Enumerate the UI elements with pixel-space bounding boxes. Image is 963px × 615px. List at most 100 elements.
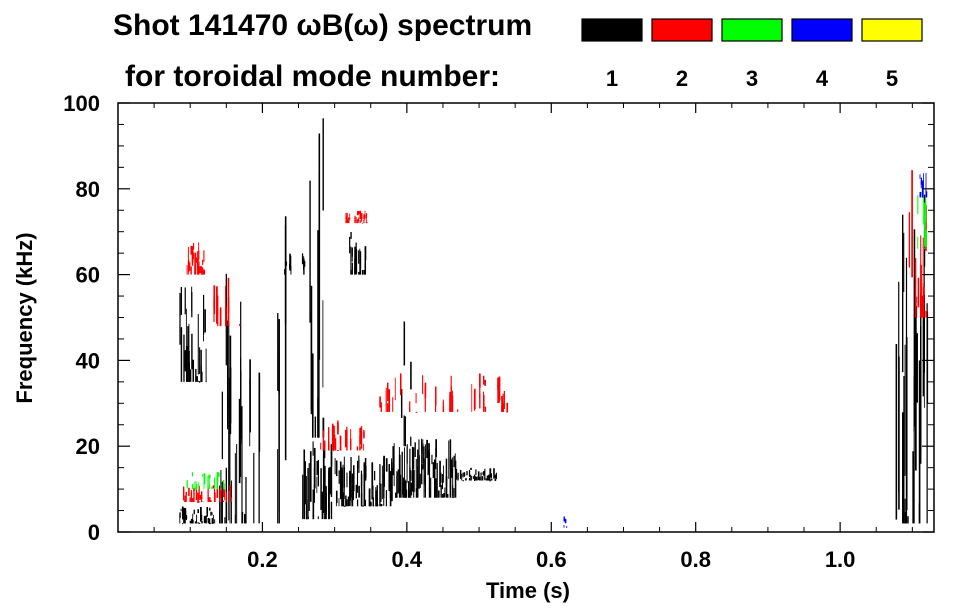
y-tick-label: 100 bbox=[63, 91, 100, 116]
spectral-streak bbox=[187, 260, 190, 272]
spectral-streak bbox=[342, 492, 345, 507]
spectral-streak bbox=[198, 522, 201, 524]
spectral-streak bbox=[337, 422, 339, 435]
spectral-streak bbox=[285, 254, 287, 269]
spectral-streak bbox=[385, 490, 387, 507]
spectral-streak bbox=[208, 474, 211, 479]
spectral-streak bbox=[923, 196, 925, 198]
spectral-streak bbox=[470, 474, 472, 478]
spectral-streak bbox=[181, 506, 184, 515]
spectral-streak bbox=[335, 490, 338, 504]
spectral-streak bbox=[470, 475, 472, 481]
x-tick-label: 0.4 bbox=[392, 547, 423, 572]
legend-swatch-mode-5 bbox=[861, 18, 923, 42]
spectral-streak bbox=[324, 465, 326, 520]
spectral-streak bbox=[484, 473, 486, 480]
spectral-streak bbox=[468, 470, 471, 477]
spectral-streak bbox=[379, 464, 381, 485]
spectral-streak bbox=[349, 493, 351, 507]
mode-2-region bbox=[908, 170, 928, 318]
spectral-streak bbox=[317, 230, 319, 438]
spectral-streak bbox=[197, 509, 199, 514]
spectral-streak bbox=[312, 512, 314, 520]
spectral-streak bbox=[435, 448, 437, 470]
spectral-streak bbox=[385, 458, 388, 472]
spectral-streak bbox=[194, 264, 196, 275]
spectral-streak bbox=[348, 217, 350, 224]
y-tick-label: 60 bbox=[76, 263, 100, 288]
spectral-streak bbox=[408, 481, 410, 498]
spectral-streak bbox=[450, 386, 452, 412]
spectral-streak bbox=[490, 473, 492, 479]
spectral-streak bbox=[489, 477, 491, 481]
spectral-streak bbox=[239, 323, 241, 327]
spectral-streak bbox=[206, 507, 208, 517]
spectral-streak bbox=[195, 368, 197, 382]
spectral-streak bbox=[309, 180, 311, 323]
spectral-streak bbox=[301, 253, 304, 262]
spectral-streak bbox=[339, 461, 342, 500]
spectral-streak bbox=[333, 450, 335, 452]
spectral-streak bbox=[435, 439, 437, 458]
spectral-streak bbox=[304, 260, 306, 267]
spectral-streak bbox=[409, 401, 411, 412]
mode-2-region bbox=[186, 242, 206, 275]
spectral-streak bbox=[346, 429, 348, 451]
spectral-streak bbox=[328, 427, 330, 451]
spectral-streak bbox=[410, 361, 412, 390]
spectral-streak bbox=[333, 444, 335, 451]
spectral-streak bbox=[329, 466, 331, 495]
spectral-streak bbox=[408, 492, 410, 498]
spectral-streak bbox=[181, 523, 183, 525]
spectral-streak bbox=[483, 471, 485, 476]
spectral-streak bbox=[393, 443, 395, 487]
spectral-streak bbox=[503, 391, 505, 410]
spectral-streak bbox=[406, 447, 408, 482]
spectral-streak bbox=[484, 468, 486, 474]
spectral-streak bbox=[370, 501, 372, 507]
spectral-streak bbox=[213, 285, 216, 314]
spectral-streak bbox=[506, 402, 509, 412]
mode-1-region bbox=[457, 467, 497, 482]
spectral-streak bbox=[205, 348, 207, 382]
spectral-streak bbox=[479, 477, 481, 481]
spectral-streak bbox=[317, 516, 319, 520]
spectral-streak bbox=[411, 446, 414, 492]
spectral-streak bbox=[449, 391, 451, 412]
spectral-streak bbox=[184, 287, 186, 315]
spectral-streak bbox=[380, 483, 382, 502]
spectral-streak bbox=[191, 246, 194, 266]
spectral-streak bbox=[199, 347, 201, 374]
spectral-streak bbox=[207, 487, 209, 498]
x-axis-label: Time (s) bbox=[486, 578, 570, 603]
spectral-streak bbox=[339, 435, 341, 445]
spectral-streak bbox=[415, 488, 418, 498]
spectral-streak bbox=[238, 398, 241, 484]
spectral-streak bbox=[318, 404, 320, 438]
spectral-streak bbox=[241, 406, 243, 524]
spectral-streak bbox=[473, 388, 476, 410]
spectral-streak bbox=[565, 526, 568, 528]
spectral-streak bbox=[209, 518, 211, 524]
spectral-streak bbox=[211, 486, 213, 490]
spectral-streak bbox=[221, 481, 223, 524]
spectral-streak bbox=[924, 247, 926, 249]
mode-2-region bbox=[320, 420, 365, 452]
mode-1-region bbox=[392, 438, 458, 498]
spectral-streak bbox=[322, 300, 324, 388]
spectral-streak bbox=[182, 487, 185, 501]
spectral-streak bbox=[445, 458, 448, 486]
spectral-streak bbox=[193, 488, 195, 502]
spectral-streak bbox=[209, 523, 211, 525]
spectral-streak bbox=[334, 434, 336, 441]
spectral-streak bbox=[904, 344, 906, 476]
spectral-streak bbox=[311, 353, 314, 438]
spectral-streak bbox=[211, 518, 214, 524]
spectral-streak bbox=[194, 481, 196, 490]
spectral-streak bbox=[483, 375, 485, 385]
spectral-streak bbox=[360, 216, 362, 222]
spectral-streak bbox=[920, 264, 922, 318]
spectral-streak bbox=[301, 259, 304, 265]
spectral-streak bbox=[312, 441, 314, 456]
spectral-streak bbox=[497, 378, 499, 388]
